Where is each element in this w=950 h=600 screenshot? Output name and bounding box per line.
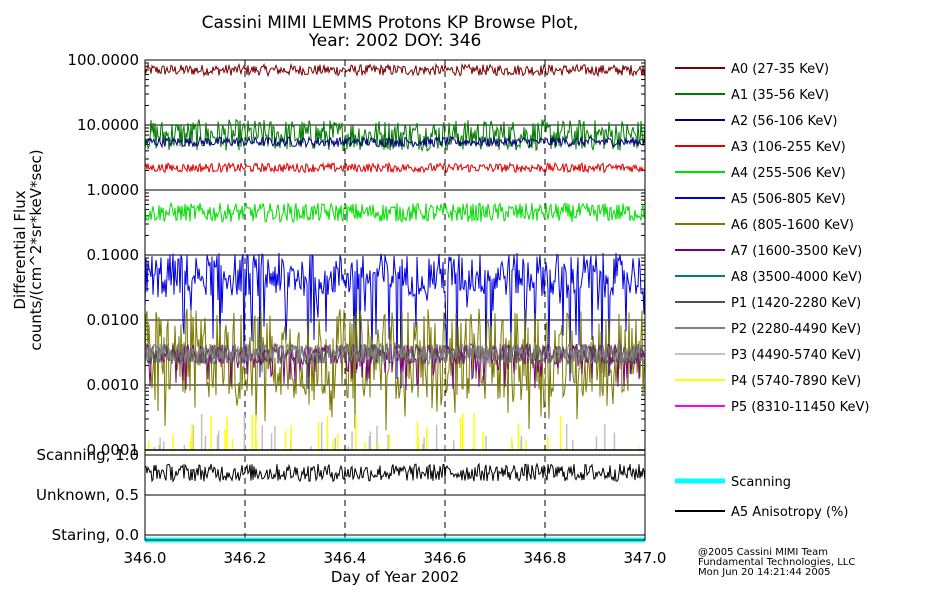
y-tick-label: 0.0100 <box>87 311 140 329</box>
anisotropy-line <box>144 462 646 483</box>
plot-area: 0.0001 0.0010 0.0100 0.1000 1.0000 10.0000 100… <box>36 51 667 567</box>
legend-label: A4 (255-506 KeV) <box>731 166 846 181</box>
legend-label: P3 (4490-5740 KeV) <box>731 348 861 363</box>
y-tick-label: 0.0010 <box>87 376 140 394</box>
legend-label: A3 (106-255 KeV) <box>731 140 846 155</box>
x-axis-title: Day of Year 2002 <box>331 568 459 586</box>
series-trace <box>144 161 646 174</box>
plot-frame <box>144 59 646 541</box>
x-tick-label: 346.8 <box>524 549 567 567</box>
x-tick-label: 347.0 <box>624 549 667 567</box>
credit-line1: @2005 Cassini MIMI Team <box>698 547 828 558</box>
chart-title-line1: Cassini MIMI LEMMS Protons KP Browse Plo… <box>202 13 579 33</box>
series-trace <box>153 414 616 450</box>
series-line <box>144 252 646 389</box>
series-line <box>144 118 646 152</box>
series-trace <box>144 342 646 366</box>
legend-label: P2 (2280-4490 KeV) <box>731 322 861 337</box>
legend-label: A1 (35-56 KeV) <box>731 88 829 103</box>
mode-tick-label: Unknown, 0.5 <box>36 486 139 504</box>
series-line <box>144 135 646 149</box>
legend-label: P5 (8310-11450 KeV) <box>731 400 869 415</box>
y-tick-label: 100.0000 <box>67 51 139 69</box>
chart-title-line2: Year: 2002 DOY: 346 <box>308 31 482 51</box>
x-tick-label: 346.2 <box>224 549 267 567</box>
series-trace <box>144 62 646 78</box>
mode-tick-label: Scanning, 1.0 <box>36 446 139 464</box>
legend-label: Scanning <box>731 475 791 490</box>
series-trace <box>144 201 646 224</box>
x-tick-label: 346.0 <box>124 549 167 567</box>
legend-label: P1 (1420-2280 KeV) <box>731 296 861 311</box>
legend-label: A5 (506-805 KeV) <box>731 192 846 207</box>
y-tick-label: 0.0001 <box>87 441 140 459</box>
legend-label: A5 Anisotropy (%) <box>731 505 848 520</box>
x-tick-label: 346.4 <box>324 549 367 567</box>
series-trace <box>144 252 646 389</box>
y-tick-label: 0.1000 <box>87 246 140 264</box>
legend-label: A7 (1600-3500 KeV) <box>731 244 862 259</box>
series-trace <box>144 135 646 149</box>
credit-line3: Mon Jun 20 14:21:44 2005 <box>698 567 831 578</box>
legend-label: P4 (5740-7890 KeV) <box>731 374 861 389</box>
legend-label: A0 (27-35 KeV) <box>731 62 829 77</box>
credit-line2: Fundamental Technologies, LLC <box>698 557 855 568</box>
y-axis-title-line1: Differential Flux <box>11 190 29 309</box>
series-trace <box>144 118 646 152</box>
legend-label: A8 (3500-4000 KeV) <box>731 270 862 285</box>
legend-label: A2 (56-106 KeV) <box>731 114 837 129</box>
series-line <box>144 201 646 224</box>
mode-tick-label: Staring, 0.0 <box>52 526 139 544</box>
series-line <box>144 62 646 78</box>
y-tick-label: 1.0000 <box>87 181 140 199</box>
y-axis-title-line2: counts/(cm^2*sr*keV*sec) <box>27 149 45 350</box>
series-trace <box>147 412 641 450</box>
legend: A0 (27-35 KeV) A1 (35-56 KeV) A2 (56-106 K… <box>675 62 869 520</box>
series-line <box>144 342 646 366</box>
y-tick-label: 10.0000 <box>77 116 139 134</box>
x-tick-label: 346.6 <box>424 549 467 567</box>
series-line <box>144 161 646 174</box>
legend-label: A6 (805-1600 KeV) <box>731 218 854 233</box>
